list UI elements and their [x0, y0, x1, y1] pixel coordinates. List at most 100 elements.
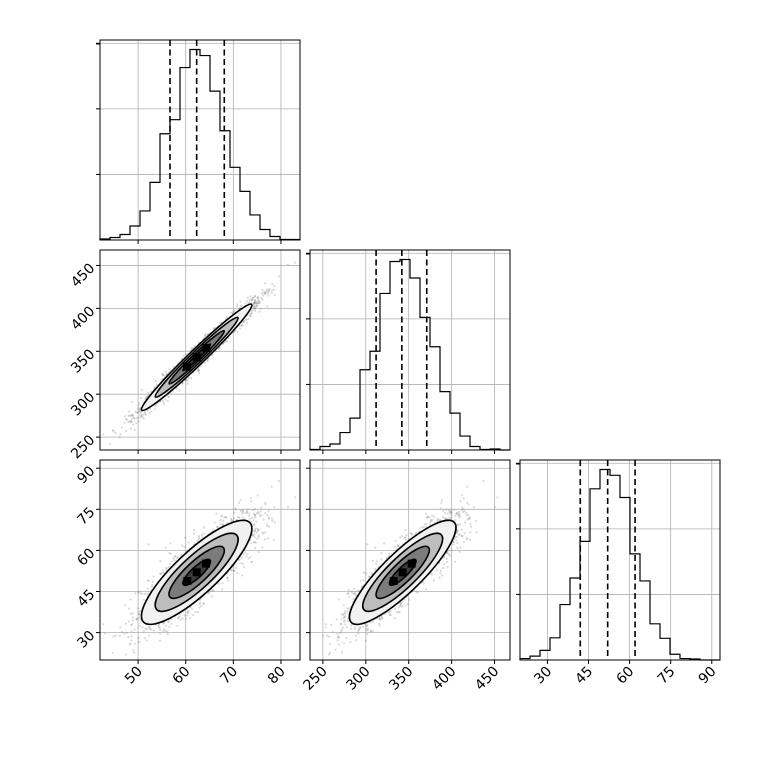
sample-point	[159, 628, 162, 632]
sample-point	[249, 295, 252, 298]
sample-point	[161, 372, 164, 375]
sample-point	[266, 292, 269, 295]
sample-point	[127, 636, 130, 639]
sample-point	[162, 622, 165, 625]
sample-point	[147, 626, 150, 629]
sample-point	[266, 290, 269, 293]
sample-point	[270, 485, 273, 488]
sample-point	[213, 326, 216, 330]
sample-point	[232, 310, 235, 313]
sample-point	[267, 289, 270, 292]
sample-point	[153, 404, 156, 407]
sample-point	[157, 624, 160, 627]
sample-point	[264, 503, 267, 506]
sample-point	[207, 357, 210, 361]
sample-point	[268, 290, 271, 293]
sample-point	[148, 634, 151, 637]
sample-point	[170, 622, 173, 626]
sample-point	[255, 531, 258, 534]
sample-point	[249, 314, 252, 318]
sample-point	[137, 612, 140, 616]
sample-point	[118, 436, 121, 439]
sample-point	[139, 620, 142, 623]
sample-point	[173, 559, 176, 562]
sample-point	[264, 290, 267, 293]
sample-point	[254, 547, 257, 550]
sample-point	[245, 511, 248, 514]
sample-point	[256, 295, 260, 298]
sample-point	[135, 618, 138, 621]
sample-point	[168, 395, 171, 398]
sample-point	[148, 627, 151, 630]
histogram-panel-2	[516, 459, 721, 664]
sample-point	[167, 620, 170, 623]
sample-point	[215, 512, 218, 516]
sample-point	[176, 624, 179, 627]
sample-point	[180, 553, 183, 556]
sample-point	[164, 546, 167, 549]
sample-point	[114, 431, 117, 434]
sample-point	[138, 408, 141, 411]
sample-point	[235, 305, 239, 308]
sample-point	[186, 611, 189, 615]
sample-point	[109, 670, 111, 672]
sample-point	[252, 301, 256, 304]
sample-point	[253, 306, 256, 310]
sample-point	[273, 293, 276, 296]
sample-point	[248, 312, 251, 316]
sample-point	[144, 397, 147, 400]
sample-point	[120, 426, 124, 429]
sample-point	[102, 433, 105, 436]
sample-point	[140, 397, 143, 400]
sample-point	[127, 421, 130, 424]
sample-point	[130, 421, 133, 424]
sample-point	[177, 616, 180, 619]
sample-point	[252, 305, 255, 308]
sample-point	[202, 532, 205, 535]
sample-point	[104, 451, 106, 453]
sample-point	[277, 480, 281, 483]
sample-point	[253, 536, 256, 539]
sample-point	[185, 378, 188, 381]
sample-point	[263, 291, 266, 294]
sample-point	[153, 385, 156, 388]
sample-point	[131, 414, 134, 417]
scatter-panel-0-1	[96, 249, 301, 454]
sample-point	[220, 514, 223, 517]
sample-point	[111, 429, 114, 432]
sample-point	[163, 402, 166, 405]
sample-point	[253, 309, 257, 312]
sample-point	[258, 528, 261, 531]
sample-point	[264, 511, 267, 515]
sample-point	[264, 291, 267, 294]
sample-point	[131, 414, 134, 418]
sample-point	[172, 557, 175, 560]
sample-point	[140, 414, 143, 417]
sample-point	[201, 533, 204, 537]
sample-point	[138, 402, 141, 405]
sample-point	[247, 557, 250, 560]
sample-point	[249, 497, 252, 500]
sample-point	[159, 573, 162, 576]
sample-point	[242, 320, 246, 323]
sample-point	[253, 540, 256, 544]
sample-point	[257, 300, 260, 303]
sample-point	[128, 643, 131, 646]
sample-point	[148, 412, 151, 415]
sample-point	[253, 305, 257, 308]
sample-point	[234, 508, 237, 511]
sample-point	[141, 413, 144, 416]
sample-point	[174, 554, 177, 558]
sample-point	[145, 639, 148, 642]
sample-point	[125, 418, 128, 421]
sample-point	[119, 626, 122, 629]
sample-point	[137, 636, 140, 639]
sample-point	[132, 423, 135, 426]
sample-point	[258, 310, 261, 313]
sample-point	[273, 521, 276, 524]
sample-point	[130, 639, 133, 642]
sample-point	[186, 382, 189, 385]
sample-point	[237, 501, 241, 504]
sample-point	[165, 567, 168, 571]
sample-point	[103, 632, 107, 635]
